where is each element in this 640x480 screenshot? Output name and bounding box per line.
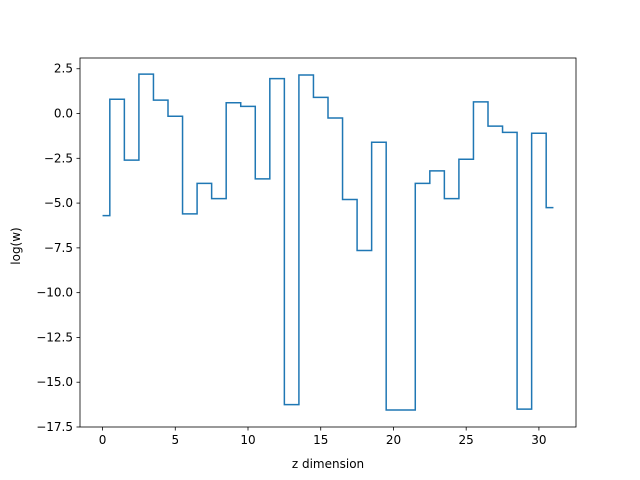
series-line-0	[102, 73, 554, 411]
x-tick-label: 0	[99, 433, 107, 447]
x-tick-label: 30	[531, 433, 546, 447]
x-tick-label: 5	[171, 433, 179, 447]
y-tick-label: −2.5	[44, 151, 73, 165]
y-tick-label: −17.5	[36, 420, 73, 434]
y-tick-label: −10.0	[36, 286, 73, 300]
x-axis-label: z dimension	[292, 457, 364, 471]
y-tick-label: −7.5	[44, 241, 73, 255]
y-tick-label: −5.0	[44, 196, 73, 210]
y-tick-label: −15.0	[36, 375, 73, 389]
y-axis: 2.5 0.0 −2.5 −5.0 −7.5 −10.0 −12.5 −15.0 −17.5	[36, 62, 80, 434]
x-tick-label: 15	[313, 433, 328, 447]
x-tick-label: 10	[240, 433, 255, 447]
y-tick-label: 0.0	[54, 107, 73, 121]
y-tick-label: 2.5	[54, 62, 73, 76]
axes-frame	[79, 57, 577, 428]
y-tick-label: −12.5	[36, 330, 73, 344]
x-tick-label: 25	[459, 433, 474, 447]
plot-area	[79, 57, 577, 428]
x-tick-label: 20	[386, 433, 401, 447]
y-axis-label: log(w)	[9, 227, 23, 264]
x-axis: 0 5 10 15 20 25 30	[99, 427, 547, 447]
